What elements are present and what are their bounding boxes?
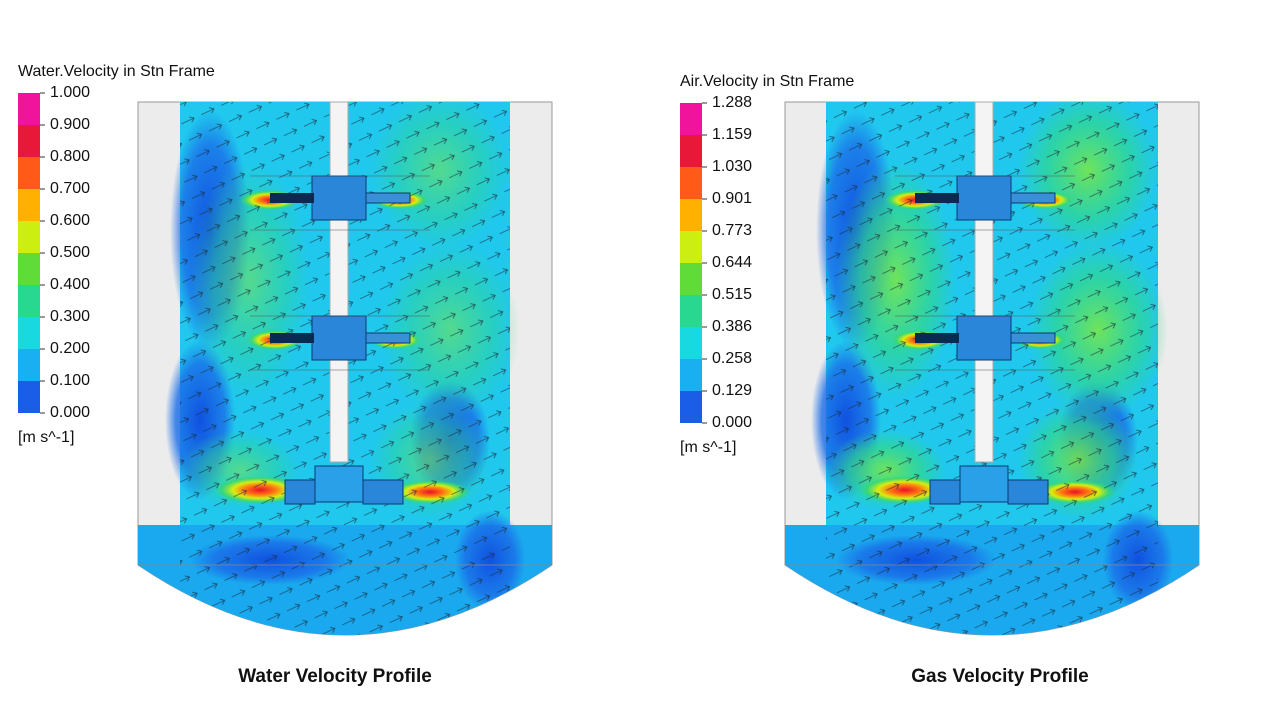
hub (956, 315, 1012, 361)
hub (314, 465, 364, 503)
legend-label: 0.800 (50, 148, 90, 165)
legend-label: 0.900 (50, 116, 90, 133)
blade (915, 333, 959, 343)
legend-label: 0.600 (50, 212, 90, 229)
legend-label: 0.000 (50, 404, 90, 421)
color-band (680, 103, 702, 135)
blade (1010, 192, 1056, 204)
color-band (18, 189, 40, 221)
color-band (18, 285, 40, 317)
blade (270, 193, 314, 203)
color-band (18, 93, 40, 125)
hub (311, 315, 367, 361)
color-band (18, 221, 40, 253)
legend-label: 0.400 (50, 276, 90, 293)
color-band (680, 327, 702, 359)
color-band (680, 359, 702, 391)
color-band (680, 135, 702, 167)
blade (270, 333, 314, 343)
color-band (18, 317, 40, 349)
hub (959, 465, 1009, 503)
color-band (18, 381, 40, 413)
color-band (18, 125, 40, 157)
legend-unit: [m s^-1] (680, 439, 736, 456)
shaft (974, 101, 994, 463)
hub (311, 175, 367, 221)
legend-label: 1.288 (712, 94, 752, 111)
legend-label: 0.773 (712, 222, 752, 239)
blade (362, 479, 404, 505)
color-band (680, 167, 702, 199)
legend-title: Air.Velocity in Stn Frame (680, 73, 854, 90)
legend-label: 0.515 (712, 286, 752, 303)
panel: Water.Velocity in Stn Frame 1.000 0.900 0.8… (18, 63, 553, 687)
legend-label: 0.200 (50, 340, 90, 357)
legend-label: 1.000 (50, 84, 90, 101)
caption: Gas Velocity Profile (911, 666, 1088, 687)
legend-label: 0.100 (50, 372, 90, 389)
color-band (18, 253, 40, 285)
color-band (680, 391, 702, 423)
color-band (680, 263, 702, 295)
legend-label: 0.000 (712, 414, 752, 431)
legend-label: 1.030 (712, 158, 752, 175)
blade (929, 479, 961, 505)
legend-unit: [m s^-1] (18, 429, 74, 446)
blade (1007, 479, 1049, 505)
blade (284, 479, 316, 505)
legend-label: 0.700 (50, 180, 90, 197)
legend-label: 0.300 (50, 308, 90, 325)
legend-label: 0.644 (712, 254, 752, 271)
color-band (18, 349, 40, 381)
caption: Water Velocity Profile (238, 666, 432, 687)
legend-label: 1.159 (712, 126, 752, 143)
blade (365, 332, 411, 344)
legend-label: 0.129 (712, 382, 752, 399)
blade (365, 192, 411, 204)
blade (915, 193, 959, 203)
legend-label: 0.500 (50, 244, 90, 261)
shaft (329, 101, 349, 463)
panel: Air.Velocity in Stn Frame 1.288 1.159 1.030… (680, 73, 1200, 687)
color-band (680, 295, 702, 327)
legend-label: 0.386 (712, 318, 752, 335)
hub (956, 175, 1012, 221)
color-band (680, 199, 702, 231)
legend-label: 0.258 (712, 350, 752, 367)
color-band (18, 157, 40, 189)
color-band (680, 231, 702, 263)
blade (1010, 332, 1056, 344)
legend-label: 0.901 (712, 190, 752, 207)
legend-title: Water.Velocity in Stn Frame (18, 63, 215, 80)
